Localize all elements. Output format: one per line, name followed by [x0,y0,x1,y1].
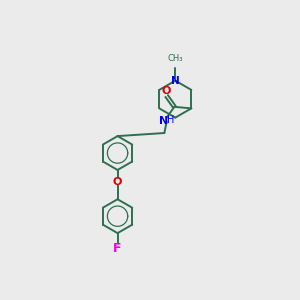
Text: N: N [159,116,168,126]
Text: N: N [171,76,180,86]
Text: O: O [161,86,171,96]
Text: F: F [113,242,122,255]
Text: CH₃: CH₃ [168,54,183,63]
Text: H: H [167,115,174,125]
Text: O: O [113,176,122,187]
